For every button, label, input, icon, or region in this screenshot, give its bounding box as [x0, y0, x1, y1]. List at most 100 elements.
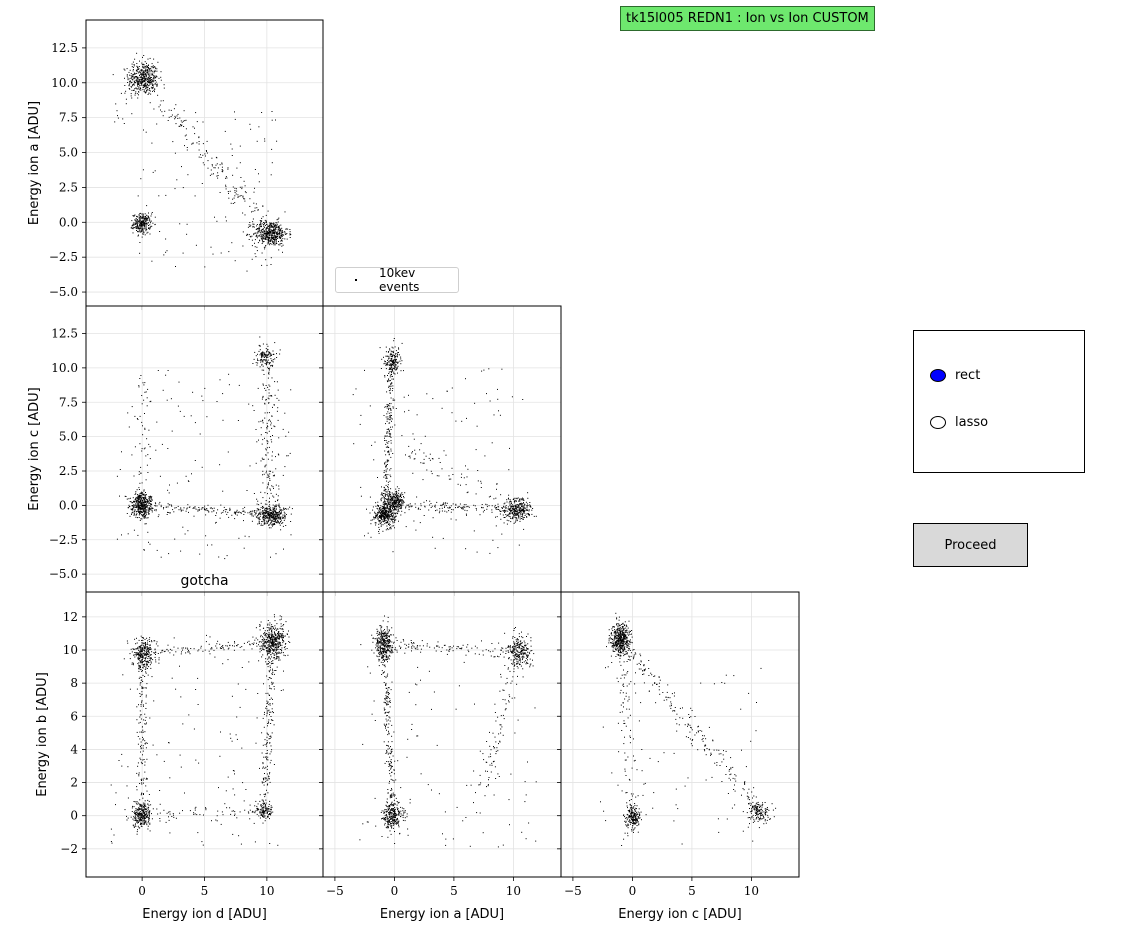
scatter-point: [145, 515, 146, 517]
scatter-point: [393, 518, 395, 520]
scatter-point: [388, 390, 390, 392]
scatter-point: [379, 515, 380, 516]
scatter-point: [256, 224, 258, 225]
scatter-point: [389, 415, 391, 417]
scatter-point: [267, 644, 269, 646]
scatter-point: [138, 221, 140, 223]
scatter-point: [387, 512, 389, 514]
scatter-point: [146, 517, 148, 519]
scatter-point: [153, 70, 155, 72]
scatter-point: [398, 499, 400, 501]
scatter-point: [270, 422, 272, 424]
scatter-point: [274, 231, 275, 233]
scatter-point: [253, 410, 255, 411]
scatter-point: [270, 240, 272, 242]
scatter-point: [143, 642, 145, 644]
scatter-point: [455, 519, 457, 521]
scatter-point: [271, 359, 273, 361]
scatter-point: [270, 226, 272, 228]
scatter-point: [144, 663, 146, 665]
scatter-point: [266, 363, 268, 365]
scatter-point: [216, 512, 217, 514]
scatter-point: [146, 464, 148, 466]
scatter-point: [382, 514, 384, 516]
scatter-point: [391, 351, 393, 353]
scatter-point: [177, 505, 179, 507]
scatter-point: [199, 433, 201, 435]
scatter-point: [184, 533, 186, 535]
scatter-point: [148, 67, 150, 69]
scatter-point: [273, 241, 275, 243]
scatter-point: [265, 523, 267, 525]
scatter-point: [388, 453, 390, 455]
scatter-point: [289, 506, 291, 508]
scatter-point: [391, 361, 393, 363]
scatter-point: [143, 215, 145, 217]
scatter-point: [145, 497, 147, 499]
scatter-point: [146, 214, 148, 216]
scatter-point: [518, 506, 520, 508]
scatter-point: [267, 345, 269, 347]
scatter-point: [139, 651, 141, 652]
scatter-point: [259, 336, 261, 338]
scatter-point: [266, 362, 268, 364]
scatter-point: [387, 501, 389, 503]
scatter-point: [380, 368, 382, 369]
scatter-point: [213, 510, 215, 512]
scatter-point: [395, 491, 397, 493]
scatter-point: [149, 83, 151, 85]
scatter-point: [145, 671, 147, 673]
scatter-point: [258, 522, 260, 524]
scatter-point: [231, 514, 233, 516]
scatter-point: [185, 119, 187, 121]
scatter-point: [388, 496, 390, 498]
scatter-point: [132, 508, 134, 510]
scatter-point: [148, 510, 150, 512]
scatter-point: [261, 236, 263, 238]
scatter-point: [272, 475, 274, 477]
scatter-point: [152, 659, 154, 661]
scatter-point: [393, 359, 395, 361]
scatter-point: [278, 233, 280, 235]
scatter-point: [381, 521, 382, 523]
scatter-point: [197, 509, 199, 511]
scatter-point: [268, 353, 270, 355]
scatter-point: [272, 515, 274, 517]
scatter-point: [488, 496, 490, 498]
scatter-point: [384, 488, 386, 490]
scatter-point: [398, 495, 400, 497]
scatter-point: [154, 224, 156, 226]
scatter-point: [186, 233, 188, 235]
scatter-point: [155, 505, 157, 507]
scatter-point: [248, 536, 250, 538]
scatter-point: [265, 512, 267, 514]
scatter-point: [133, 514, 135, 516]
scatter-point: [281, 227, 283, 229]
scatter-point: [400, 495, 401, 497]
scatter-point: [501, 507, 503, 509]
scatter-point: [265, 220, 267, 222]
scatter-point: [130, 508, 132, 510]
scatter-point: [384, 514, 386, 515]
scatter-point: [285, 228, 287, 230]
scatter-point: [276, 650, 278, 652]
scatter-point: [269, 523, 271, 525]
scatter-point: [396, 497, 398, 499]
scatter-point: [209, 507, 211, 509]
scatter-point: [389, 360, 391, 362]
scatter-point: [258, 513, 259, 515]
scatter-point: [280, 232, 282, 234]
scatter-point: [263, 506, 265, 508]
scatter-point: [275, 235, 277, 237]
scatter-point: [392, 354, 394, 356]
scatter-point: [137, 76, 138, 78]
scatter-point: [266, 350, 268, 352]
scatter-point: [434, 547, 436, 549]
scatter-point: [387, 418, 389, 420]
scatter-point: [253, 493, 255, 494]
scatter-point: [400, 506, 402, 508]
scatter-point: [141, 497, 142, 499]
scatter-point: [180, 509, 182, 511]
scatter-point: [119, 495, 120, 497]
scatter-point: [256, 510, 258, 512]
